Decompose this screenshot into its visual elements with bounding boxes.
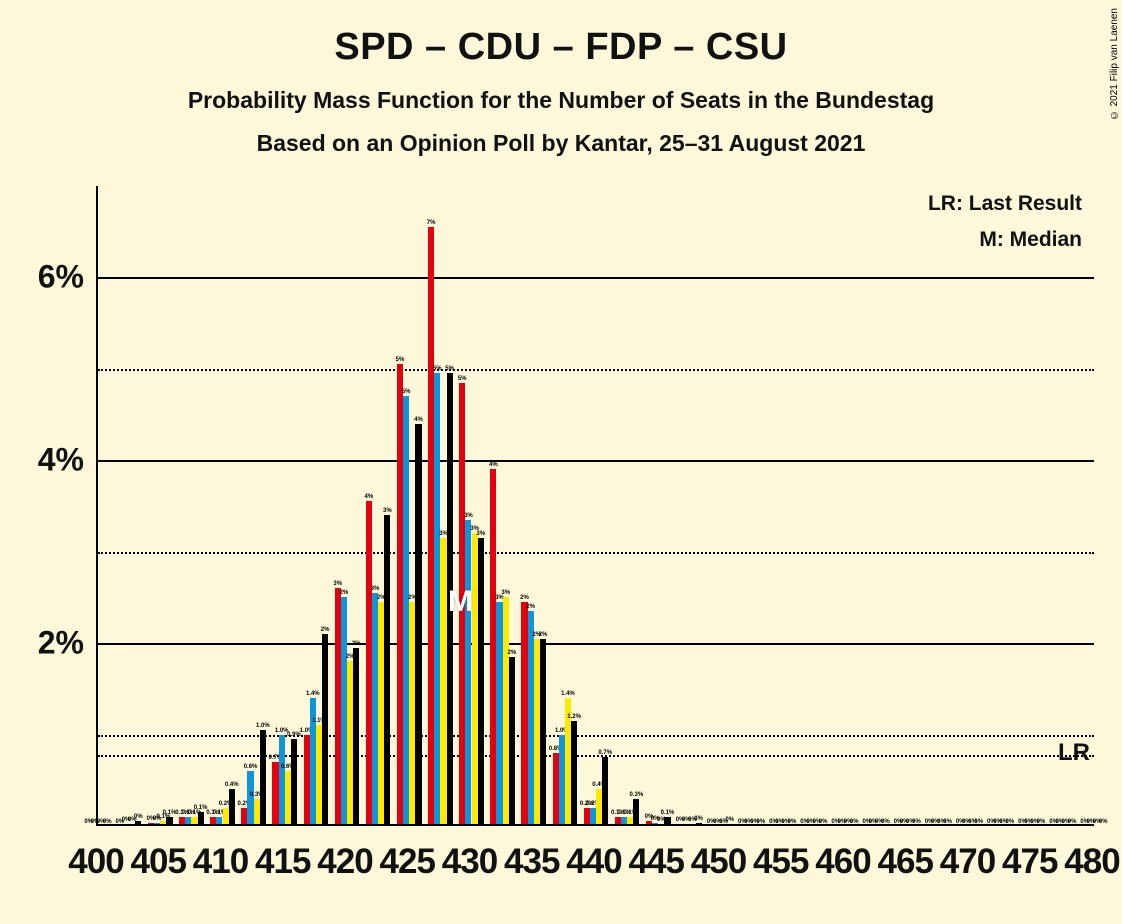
bar-value-label: 3% <box>464 513 473 519</box>
bar-value-label: 0.9% <box>287 732 301 738</box>
bar-value-label: 4% <box>489 462 498 468</box>
x-axis-tick-label: 480 <box>1064 842 1119 882</box>
copyright-text: © 2021 Filip van Laenen <box>1109 8 1120 120</box>
x-axis-tick-label: 475 <box>1002 842 1057 882</box>
x-axis-tick-label: 460 <box>815 842 870 882</box>
titles-block: SPD – CDU – FDP – CSU Probability Mass F… <box>0 0 1122 157</box>
x-axis-tick-label: 405 <box>131 842 186 882</box>
bar-value-label: 0.4% <box>225 782 239 788</box>
bar-value-label: 1.4% <box>306 691 320 697</box>
bar-value-label: 0% <box>134 814 143 820</box>
bar-value-label: 0% <box>725 817 734 823</box>
bar-value-label: 2% <box>352 641 361 647</box>
bar-black: 0.7% <box>602 757 608 826</box>
chart-title: SPD – CDU – FDP – CSU <box>0 26 1122 69</box>
x-axis-tick-label: 400 <box>68 842 123 882</box>
bar-value-label: 0.1% <box>661 810 675 816</box>
gridline-baseline <box>98 824 1094 826</box>
y-axis-labels: 2% 4% 6% <box>0 186 84 826</box>
bar-value-label: 4% <box>414 417 423 423</box>
bar-value-label: 2% <box>321 627 330 633</box>
x-axis-tick-label: 430 <box>442 842 497 882</box>
lr-label: LR <box>1058 739 1090 767</box>
bar-value-label: 0.1% <box>163 810 177 816</box>
bar-black: 1.2% <box>571 721 577 826</box>
bar-value-label: 3% <box>476 531 485 537</box>
bar-value-label: 2% <box>526 604 535 610</box>
bar-black: 3% <box>384 515 390 826</box>
bar-black: 0.4% <box>229 789 235 826</box>
bar-value-label: 0.3% <box>629 792 643 798</box>
bar-value-label: 0.1% <box>194 805 208 811</box>
bar-value-label: 0% <box>694 816 703 822</box>
y-axis-tick-label: 6% <box>38 259 84 296</box>
bar-value-label: 3% <box>371 586 380 592</box>
x-axis-tick-label: 450 <box>691 842 746 882</box>
bar-value-label: 3% <box>383 508 392 514</box>
plot-area: 0%0%0%0%0%0%0%0%0%0%0.1%0.1%0.1%0.1%0.1%… <box>96 186 1092 826</box>
y-axis-tick-label: 4% <box>38 442 84 479</box>
median-marker: M <box>448 585 473 619</box>
x-axis-tick-label: 445 <box>629 842 684 882</box>
x-axis-tick-label: 440 <box>566 842 621 882</box>
bar-value-label: 5% <box>458 376 467 382</box>
bar-value-label: 7% <box>427 220 436 226</box>
x-axis-tick-label: 420 <box>317 842 372 882</box>
chart-page: © 2021 Filip van Laenen SPD – CDU – FDP … <box>0 0 1122 924</box>
chart-subtitle: Probability Mass Function for the Number… <box>0 87 1122 114</box>
bar-black: 2% <box>353 648 359 826</box>
bar-value-label: 1.4% <box>561 691 575 697</box>
bar-black: 1.0% <box>260 730 266 826</box>
bar-value-label: 4% <box>365 494 374 500</box>
chart-subtitle2: Based on an Opinion Poll by Kantar, 25–3… <box>0 130 1122 157</box>
bar-value-label: 1.0% <box>256 723 270 729</box>
bar-value-label: 5% <box>396 357 405 363</box>
bar-black: 2% <box>322 634 328 826</box>
bar-value-label: 1.2% <box>567 714 581 720</box>
x-axis-tick-label: 435 <box>504 842 559 882</box>
bar-black: 4% <box>415 424 421 826</box>
bar-value-label: 5% <box>402 389 411 395</box>
bar-black: 3% <box>478 538 484 826</box>
x-axis-tick-label: 465 <box>878 842 933 882</box>
bar-black: 0.3% <box>633 799 639 826</box>
chart-area: LR: Last Result M: Median 2%4%6% 0%0%0%0… <box>96 186 1092 826</box>
y-axis-tick-label: 2% <box>38 625 84 662</box>
x-axis-tick-label: 425 <box>380 842 435 882</box>
x-axis-tick-label: 455 <box>753 842 808 882</box>
bar-value-label: 3% <box>501 590 510 596</box>
x-axis-tick-label: 470 <box>940 842 995 882</box>
x-axis-tick-label: 415 <box>255 842 310 882</box>
bar-value-label: 2% <box>520 595 529 601</box>
bar-value-label: 2% <box>340 590 349 596</box>
bar-black: 2% <box>540 639 546 826</box>
bar-value-label: 3% <box>333 581 342 587</box>
bar-value-label: 2% <box>539 632 548 638</box>
bar-value-label: 5% <box>433 366 442 372</box>
x-axis-tick-label: 410 <box>193 842 248 882</box>
bar-value-label: 0% <box>1099 819 1108 825</box>
bar-black: 2% <box>509 657 515 826</box>
bar-value-label: 0.7% <box>598 750 612 756</box>
bar-value-label: 5% <box>445 366 454 372</box>
bars-layer: 0%0%0%0%0%0%0%0%0%0%0.1%0.1%0.1%0.1%0.1%… <box>98 186 1094 826</box>
bar-value-label: 2% <box>507 650 516 656</box>
bar-value-label: 0.6% <box>244 764 258 770</box>
bar-black: 0.9% <box>291 739 297 826</box>
